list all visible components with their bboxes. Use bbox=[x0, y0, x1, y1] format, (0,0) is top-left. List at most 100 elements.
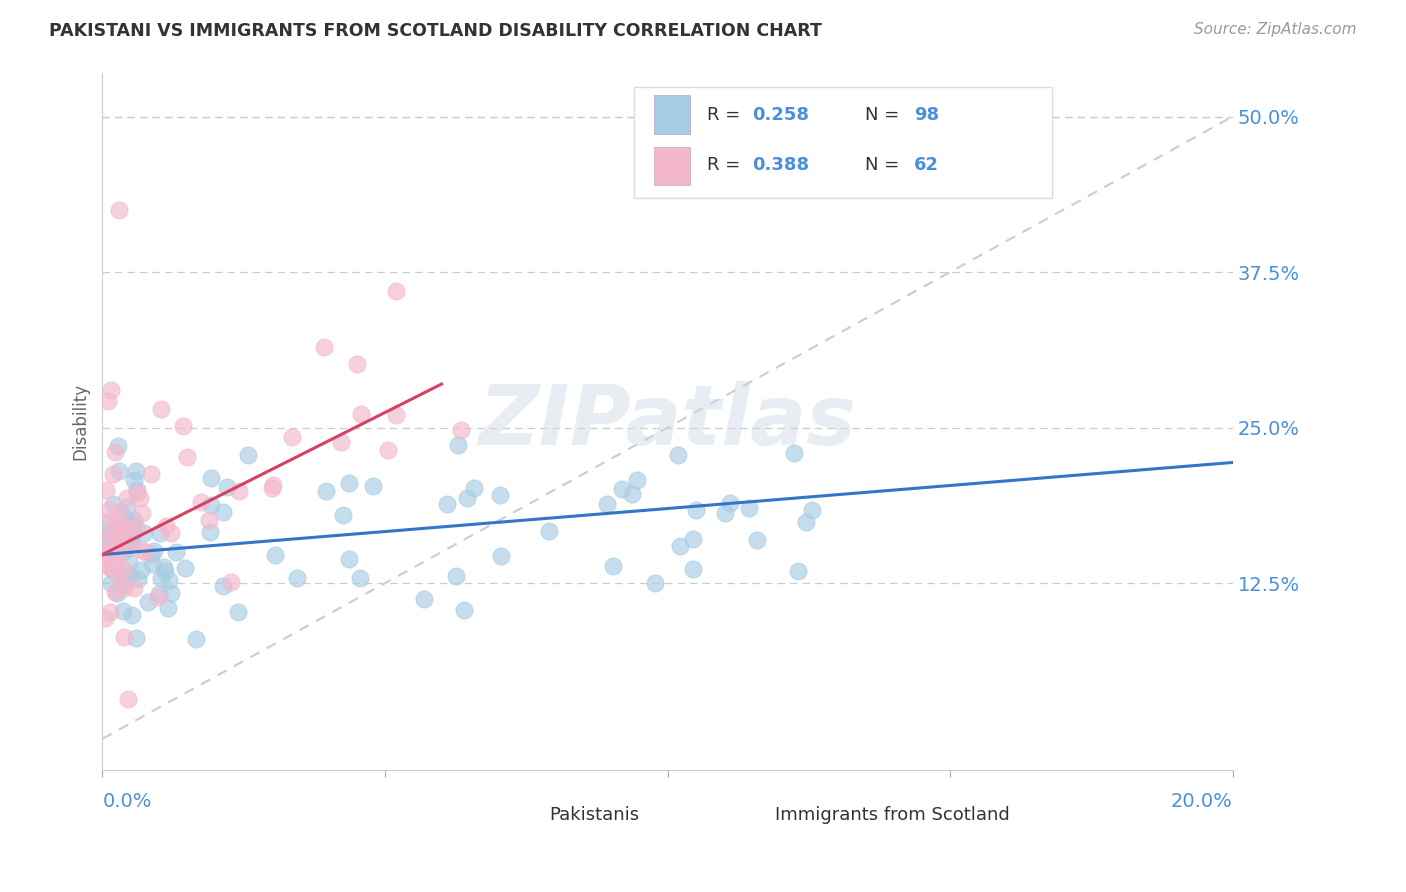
Point bbox=[103, 467, 125, 481]
Text: R =: R = bbox=[707, 156, 747, 174]
Text: 0.258: 0.258 bbox=[752, 106, 810, 124]
Point bbox=[412, 592, 434, 607]
Point bbox=[337, 551, 360, 566]
Point bbox=[112, 630, 135, 644]
Point bbox=[107, 439, 129, 453]
Point bbox=[112, 563, 135, 577]
Point bbox=[714, 506, 737, 520]
Point bbox=[94, 610, 117, 624]
Point bbox=[129, 563, 152, 577]
Point bbox=[117, 521, 139, 535]
Point bbox=[117, 535, 139, 549]
Point bbox=[153, 564, 176, 578]
Point bbox=[110, 536, 132, 550]
Point bbox=[620, 487, 643, 501]
Text: 0.0%: 0.0% bbox=[103, 792, 152, 811]
Point bbox=[108, 505, 131, 519]
Point bbox=[198, 513, 221, 527]
Point bbox=[103, 557, 125, 571]
Point bbox=[226, 605, 249, 619]
Bar bbox=[515, 801, 540, 829]
Point bbox=[456, 491, 478, 506]
Text: Immigrants from Scotland: Immigrants from Scotland bbox=[775, 806, 1010, 824]
Point bbox=[97, 502, 120, 516]
Point bbox=[384, 408, 406, 422]
Point bbox=[114, 526, 136, 541]
Text: N =: N = bbox=[865, 106, 905, 124]
Point bbox=[105, 586, 128, 600]
Point bbox=[100, 576, 122, 591]
Text: Pakistanis: Pakistanis bbox=[548, 806, 638, 824]
Point bbox=[212, 505, 235, 519]
Point bbox=[200, 498, 222, 512]
Bar bbox=[741, 801, 766, 829]
Point bbox=[152, 559, 174, 574]
Point bbox=[112, 577, 135, 591]
Text: 98: 98 bbox=[914, 106, 939, 124]
Point bbox=[127, 483, 149, 498]
Point bbox=[94, 534, 117, 549]
Point bbox=[141, 557, 163, 571]
Point bbox=[200, 471, 222, 485]
Point bbox=[124, 520, 146, 534]
Point bbox=[173, 561, 195, 575]
Point bbox=[315, 483, 337, 498]
Point bbox=[538, 524, 561, 538]
Point bbox=[98, 606, 121, 620]
Point bbox=[125, 632, 148, 646]
Point bbox=[112, 545, 135, 559]
Point bbox=[118, 567, 141, 582]
Point bbox=[94, 530, 117, 544]
Point bbox=[101, 524, 124, 539]
Point bbox=[131, 542, 153, 557]
Point bbox=[285, 571, 308, 585]
Point bbox=[117, 570, 139, 584]
Point bbox=[97, 540, 120, 554]
Point bbox=[228, 484, 250, 499]
Point bbox=[121, 608, 143, 623]
Point bbox=[236, 448, 259, 462]
Point bbox=[97, 393, 120, 408]
Point bbox=[453, 603, 475, 617]
Point bbox=[122, 473, 145, 487]
FancyBboxPatch shape bbox=[634, 87, 1052, 198]
Point bbox=[787, 564, 810, 578]
Point bbox=[444, 569, 467, 583]
Point bbox=[100, 513, 122, 527]
Point bbox=[488, 488, 510, 502]
Point bbox=[120, 522, 142, 536]
Point bbox=[117, 539, 139, 553]
Point bbox=[149, 571, 172, 585]
Point bbox=[280, 430, 302, 444]
Point bbox=[149, 402, 172, 417]
Point bbox=[612, 482, 634, 496]
Bar bbox=[654, 146, 690, 185]
Point bbox=[148, 587, 170, 601]
Point bbox=[103, 563, 125, 577]
Point bbox=[783, 446, 806, 460]
Point bbox=[155, 519, 177, 533]
Point bbox=[463, 482, 485, 496]
Point bbox=[157, 601, 180, 615]
Point bbox=[142, 544, 165, 558]
Text: 0.388: 0.388 bbox=[752, 156, 810, 174]
Point bbox=[139, 467, 162, 482]
Point bbox=[122, 513, 145, 527]
Point bbox=[115, 500, 138, 514]
Point bbox=[262, 477, 284, 491]
Point bbox=[105, 520, 128, 534]
Text: ZIPatlas: ZIPatlas bbox=[478, 381, 856, 462]
Point bbox=[94, 527, 117, 541]
Point bbox=[190, 495, 212, 509]
Point bbox=[385, 284, 408, 298]
Point bbox=[108, 202, 131, 217]
Point bbox=[312, 341, 335, 355]
Point bbox=[160, 585, 183, 599]
Bar bbox=[654, 95, 690, 134]
Point bbox=[682, 533, 704, 547]
Point bbox=[149, 525, 172, 540]
Point bbox=[332, 508, 354, 523]
Point bbox=[94, 544, 117, 558]
Point bbox=[108, 533, 131, 548]
Point bbox=[602, 559, 624, 574]
